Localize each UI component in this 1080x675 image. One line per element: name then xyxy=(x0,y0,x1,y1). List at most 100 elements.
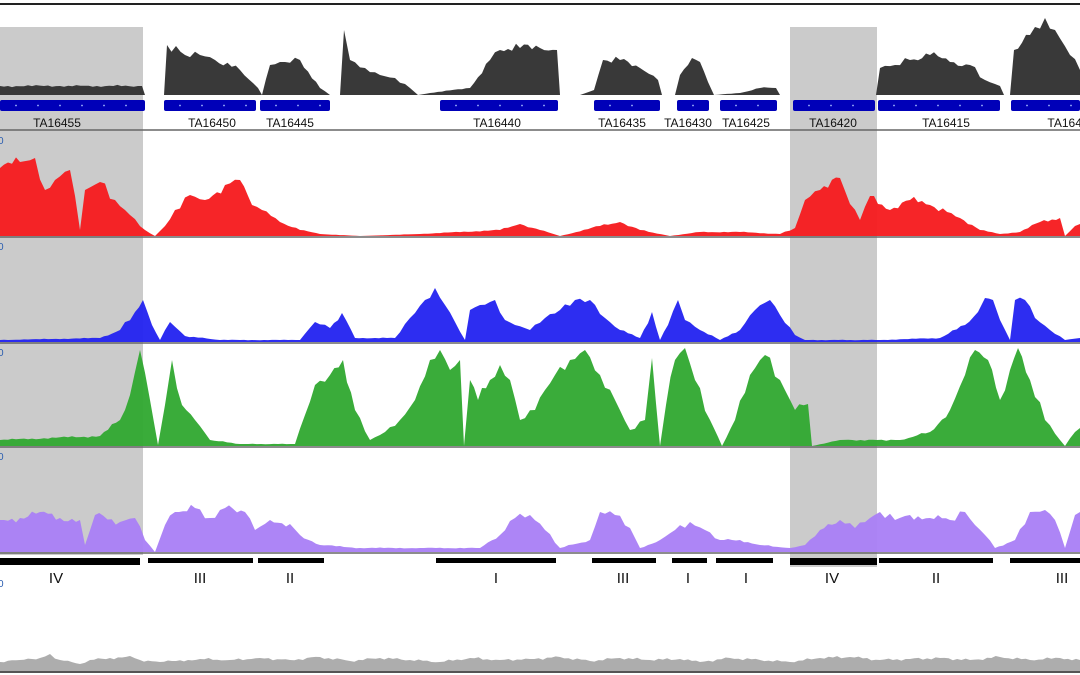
cluster-label: I xyxy=(494,570,498,587)
gene-label: TA16435 xyxy=(598,116,646,130)
cluster-segment: III xyxy=(1010,558,1080,587)
track-scale-label: 0 xyxy=(0,579,4,590)
gene-body xyxy=(878,100,1000,111)
gene-body xyxy=(164,100,256,111)
gene-feature[interactable]: TA16425 xyxy=(720,100,777,130)
gene-feature[interactable]: TA16430 xyxy=(664,100,712,130)
strand-arrow-icon xyxy=(223,104,225,107)
strand-arrow-icon xyxy=(81,104,83,107)
strand-arrow-icon xyxy=(937,104,939,107)
gene-label: TA16425 xyxy=(722,116,770,130)
cluster-segment: I xyxy=(716,558,773,587)
strand-arrow-icon xyxy=(319,104,321,107)
strand-arrow-icon xyxy=(125,104,127,107)
cluster-annotation-track: IV III II I III I I IV II III xyxy=(0,558,1080,587)
cluster-bar xyxy=(148,558,253,563)
strand-arrow-icon xyxy=(543,104,545,107)
coverage-area xyxy=(0,157,1080,236)
highlight-region xyxy=(790,27,877,567)
cluster-bar xyxy=(879,558,993,563)
gene-label: TA16445 xyxy=(266,116,314,130)
strand-arrow-icon xyxy=(37,104,39,107)
gene-body xyxy=(0,100,145,111)
gene-feature[interactable]: TA16450 xyxy=(164,100,256,130)
strand-arrow-icon xyxy=(103,104,105,107)
track-scale-label: 0 xyxy=(0,242,4,253)
track-separators xyxy=(0,129,1080,554)
gene-feature[interactable]: TA16435 xyxy=(594,100,660,130)
strand-arrow-icon xyxy=(521,104,523,107)
coverage-area xyxy=(0,654,1080,671)
cluster-segment: II xyxy=(258,558,324,587)
gene-label: TA16430 xyxy=(664,116,712,130)
gene-label: TA1640 xyxy=(1047,116,1080,130)
strand-arrow-icon xyxy=(852,104,854,107)
strand-arrow-icon xyxy=(245,104,247,107)
cluster-bar xyxy=(790,558,877,565)
cluster-label: II xyxy=(932,570,940,587)
strand-arrow-icon xyxy=(757,104,759,107)
strand-arrow-icon xyxy=(609,104,611,107)
strand-arrow-icon xyxy=(735,104,737,107)
gene-annotation-track: TA16455 TA16450 TA16445 TA16440 TA16435 TA164… xyxy=(0,100,1080,130)
gene-label: TA16420 xyxy=(809,116,857,130)
track-scale-label: 0 xyxy=(0,452,4,463)
coverage-track: 0 xyxy=(0,348,1080,446)
gene-label: TA16415 xyxy=(922,116,970,130)
strand-arrow-icon xyxy=(477,104,479,107)
strand-arrow-icon xyxy=(893,104,895,107)
coverage-track: 0 xyxy=(0,579,1080,671)
cluster-label: I xyxy=(686,570,690,587)
cluster-segment: I xyxy=(672,558,707,587)
gene-label: TA16450 xyxy=(188,116,236,130)
cluster-label: II xyxy=(286,570,294,587)
gene-feature[interactable]: TA16415 xyxy=(878,100,1000,130)
strand-arrow-icon xyxy=(297,104,299,107)
cluster-label: III xyxy=(194,570,207,587)
cluster-segment: IV xyxy=(790,558,877,587)
gene-feature[interactable]: TA16440 xyxy=(440,100,558,130)
strand-arrow-icon xyxy=(275,104,277,107)
strand-arrow-icon xyxy=(1026,104,1028,107)
cluster-bar xyxy=(436,558,556,563)
coverage-area xyxy=(0,288,1080,342)
strand-arrow-icon xyxy=(499,104,501,107)
cluster-label: III xyxy=(617,570,630,587)
strand-arrow-icon xyxy=(692,104,694,107)
gene-label: TA16440 xyxy=(473,116,521,130)
highlight-regions xyxy=(0,27,877,567)
strand-arrow-icon xyxy=(1070,104,1072,107)
cluster-segment: IV xyxy=(0,558,140,587)
cluster-segment: III xyxy=(148,558,253,587)
gene-feature[interactable]: TA1640 xyxy=(1011,100,1080,130)
coverage-track: 0 xyxy=(0,452,1080,552)
cluster-bar xyxy=(1010,558,1080,563)
cluster-segment: II xyxy=(879,558,993,587)
coverage-area xyxy=(0,18,1080,95)
cluster-segment: I xyxy=(436,558,556,587)
coverage-track xyxy=(0,18,1080,95)
coverage-tracks: 0 0 0 0 0 xyxy=(0,18,1080,671)
coverage-track: 0 xyxy=(0,136,1080,236)
highlight-region xyxy=(0,27,143,555)
track-scale-label: 0 xyxy=(0,348,4,359)
gene-feature[interactable]: TA16455 xyxy=(0,100,145,130)
gene-body xyxy=(1011,100,1080,111)
gene-body xyxy=(594,100,660,111)
gene-feature[interactable]: TA16420 xyxy=(793,100,875,130)
cluster-label: IV xyxy=(49,570,63,587)
gene-body xyxy=(720,100,777,111)
cluster-bar xyxy=(258,558,324,563)
gene-feature[interactable]: TA16445 xyxy=(260,100,330,130)
gene-body xyxy=(793,100,875,111)
coverage-track: 0 xyxy=(0,242,1080,342)
cluster-label: I xyxy=(744,570,748,587)
strand-arrow-icon xyxy=(15,104,17,107)
strand-arrow-icon xyxy=(631,104,633,107)
strand-arrow-icon xyxy=(830,104,832,107)
cluster-segment: III xyxy=(592,558,656,587)
cluster-bar xyxy=(0,558,140,565)
gene-label: TA16455 xyxy=(33,116,81,130)
cluster-bar xyxy=(592,558,656,563)
